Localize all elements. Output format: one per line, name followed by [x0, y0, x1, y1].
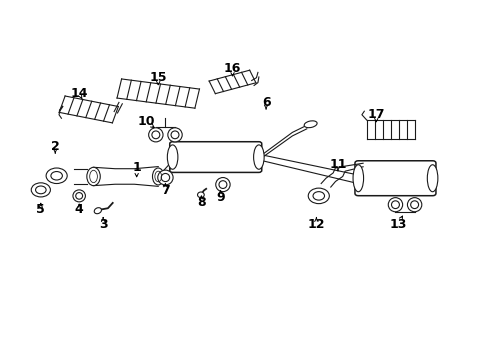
Text: 14: 14	[70, 87, 88, 100]
Ellipse shape	[148, 128, 163, 142]
Text: 2: 2	[51, 140, 60, 153]
Ellipse shape	[304, 121, 316, 128]
Text: 17: 17	[367, 108, 384, 121]
Text: 15: 15	[149, 71, 166, 84]
Text: 7: 7	[161, 184, 169, 197]
Ellipse shape	[427, 165, 437, 192]
Text: 16: 16	[224, 62, 241, 75]
Text: 5: 5	[37, 203, 45, 216]
Ellipse shape	[94, 208, 102, 214]
Text: 13: 13	[388, 217, 406, 231]
Ellipse shape	[352, 165, 363, 192]
Ellipse shape	[253, 145, 264, 169]
Ellipse shape	[407, 198, 421, 212]
Ellipse shape	[87, 167, 100, 186]
Text: 4: 4	[75, 203, 83, 216]
FancyBboxPatch shape	[169, 142, 261, 172]
Text: 9: 9	[216, 191, 224, 204]
Text: 3: 3	[99, 217, 107, 231]
Ellipse shape	[158, 170, 173, 185]
Ellipse shape	[215, 177, 230, 192]
Ellipse shape	[167, 128, 182, 142]
Text: 11: 11	[328, 158, 346, 171]
Text: 1: 1	[132, 161, 141, 174]
Text: 8: 8	[197, 197, 205, 210]
Ellipse shape	[197, 192, 204, 198]
Text: 6: 6	[261, 96, 270, 109]
Ellipse shape	[73, 190, 85, 202]
Text: 12: 12	[307, 217, 325, 231]
Ellipse shape	[167, 145, 178, 169]
FancyBboxPatch shape	[354, 161, 435, 196]
Ellipse shape	[387, 198, 402, 212]
Text: 10: 10	[137, 115, 155, 128]
Ellipse shape	[152, 168, 163, 185]
